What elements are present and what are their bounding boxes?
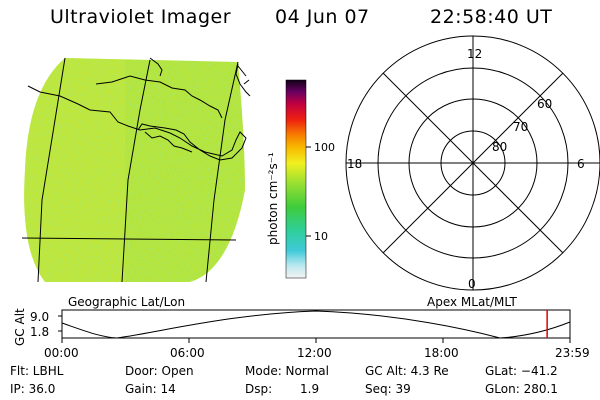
polar-plot [345, 35, 600, 291]
coastline [27, 85, 247, 161]
geographic-caption: Geographic Lat/Lon [68, 295, 186, 309]
date-display: 04 Jun 07 [275, 6, 370, 28]
x-tick-0600: 06:00 [170, 346, 205, 360]
x-tick-2359: 23:59 [555, 346, 590, 360]
x-tick-0000: 00:00 [44, 346, 79, 360]
colorbar-tick-100: 100 [314, 141, 335, 154]
colorbar-unit-label: photon cm⁻²s⁻¹ [266, 152, 280, 245]
lat-line [21, 237, 237, 241]
app-title: Ultraviolet Imager [50, 6, 232, 28]
mlt-label-0: 0 [468, 277, 476, 291]
mlt-label-6: 6 [577, 157, 585, 171]
lon-line [205, 61, 239, 283]
x-tick-1200: 12:00 [297, 346, 332, 360]
lat-label-80: 80 [492, 140, 508, 154]
time-display: 22:58:40 UT [430, 6, 553, 28]
mlt-label-12: 12 [467, 47, 483, 61]
apex-caption: Apex MLat/MLT [427, 295, 517, 309]
timeline-plot [58, 309, 571, 343]
seq-info: Seq: 39 [365, 382, 411, 396]
uv-image [21, 57, 251, 283]
door-info: Door: Open [125, 364, 194, 378]
colorbar-tick-10: 10 [314, 230, 328, 243]
dsp-label: Dsp: [245, 382, 273, 396]
gain-info: Gain: 14 [125, 382, 176, 396]
mlt-label-18: 18 [347, 157, 363, 171]
gc-alt-axis-title: GC Alt [13, 308, 27, 346]
glon-info: GLon: 280.1 [485, 382, 558, 396]
glat-info: GLat: −41.2 [485, 364, 558, 378]
colorbar [285, 79, 311, 279]
gc-alt-info: GC Alt: 4.3 Re [365, 364, 449, 378]
altitude-curve [61, 310, 571, 339]
dsp-value: 1.9 [300, 382, 320, 396]
mode-info: Mode: Normal [245, 364, 329, 378]
x-tick-1800: 18:00 [424, 346, 459, 360]
y-tick-1-8: 1.8 [30, 325, 50, 339]
lat-label-70: 70 [513, 120, 529, 134]
y-tick-9: 9.0 [30, 310, 50, 324]
ip-info: IP: 36.0 [10, 382, 56, 396]
lon-line [37, 57, 66, 283]
lon-line [121, 59, 151, 283]
filter-info: Flt: LBHL [10, 364, 64, 378]
lat-label-60: 60 [537, 97, 553, 111]
